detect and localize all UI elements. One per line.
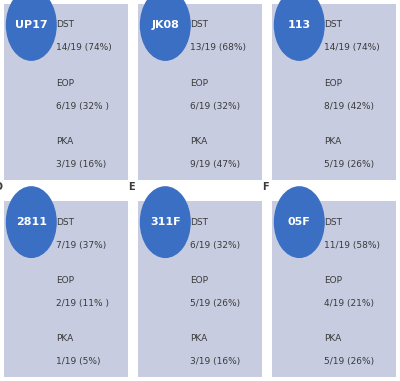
Text: D: D [0, 182, 2, 192]
Text: 8/19 (42%): 8/19 (42%) [324, 101, 374, 110]
Text: 5/19 (26%): 5/19 (26%) [324, 357, 374, 366]
Text: 3/19 (16%): 3/19 (16%) [56, 160, 106, 169]
Text: PKA: PKA [56, 334, 73, 343]
Text: PKA: PKA [56, 137, 73, 146]
FancyBboxPatch shape [272, 4, 396, 180]
Text: 7/19 (37%): 7/19 (37%) [56, 240, 106, 250]
Text: 5/19 (26%): 5/19 (26%) [190, 299, 240, 308]
FancyBboxPatch shape [4, 201, 128, 377]
Text: E: E [128, 182, 135, 192]
Text: 4/19 (21%): 4/19 (21%) [324, 299, 374, 308]
Text: 13/19 (68%): 13/19 (68%) [190, 43, 246, 52]
Text: JK08: JK08 [151, 20, 179, 30]
Text: DST: DST [324, 21, 342, 29]
Circle shape [140, 187, 190, 258]
Text: 05F: 05F [288, 217, 311, 227]
Text: 311F: 311F [150, 217, 180, 227]
Text: 1/19 (5%): 1/19 (5%) [56, 357, 100, 366]
Text: EOP: EOP [56, 78, 74, 88]
Text: 5/19 (26%): 5/19 (26%) [324, 160, 374, 169]
Text: 6/19 (32% ): 6/19 (32% ) [56, 101, 109, 110]
Text: EOP: EOP [56, 276, 74, 285]
Circle shape [6, 0, 56, 60]
Text: DST: DST [56, 21, 74, 29]
Text: PKA: PKA [190, 334, 207, 343]
Circle shape [6, 187, 56, 258]
Text: EOP: EOP [190, 276, 208, 285]
Text: F: F [262, 182, 269, 192]
Text: DST: DST [56, 218, 74, 227]
FancyBboxPatch shape [138, 4, 262, 180]
Text: 2811: 2811 [16, 217, 47, 227]
FancyBboxPatch shape [4, 4, 128, 180]
Text: 3/19 (16%): 3/19 (16%) [190, 357, 240, 366]
Text: 9/19 (47%): 9/19 (47%) [190, 160, 240, 169]
Circle shape [274, 187, 324, 258]
FancyBboxPatch shape [272, 201, 396, 377]
Text: PKA: PKA [324, 334, 341, 343]
Text: DST: DST [190, 218, 208, 227]
FancyBboxPatch shape [138, 201, 262, 377]
Text: DST: DST [324, 218, 342, 227]
Text: 6/19 (32%): 6/19 (32%) [190, 240, 240, 250]
Text: 2/19 (11% ): 2/19 (11% ) [56, 299, 109, 308]
Circle shape [140, 0, 190, 60]
Text: 14/19 (74%): 14/19 (74%) [56, 43, 112, 52]
Text: EOP: EOP [190, 78, 208, 88]
Text: EOP: EOP [324, 276, 342, 285]
Circle shape [274, 0, 324, 60]
Text: 6/19 (32%): 6/19 (32%) [190, 101, 240, 110]
Text: 113: 113 [288, 20, 311, 30]
Text: EOP: EOP [324, 78, 342, 88]
Text: UP17: UP17 [15, 20, 48, 30]
Text: 11/19 (58%): 11/19 (58%) [324, 240, 380, 250]
Text: PKA: PKA [324, 137, 341, 146]
Text: PKA: PKA [190, 137, 207, 146]
Text: 14/19 (74%): 14/19 (74%) [324, 43, 380, 52]
Text: DST: DST [190, 21, 208, 29]
